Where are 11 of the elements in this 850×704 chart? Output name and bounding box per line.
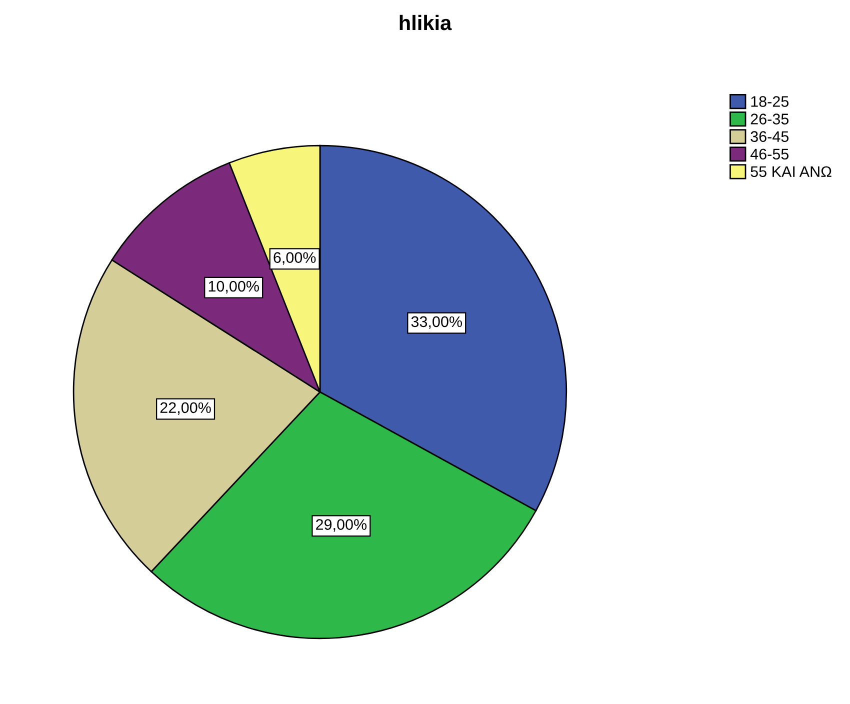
legend-label: 36-45	[750, 131, 789, 142]
data-label: 6,00%	[274, 252, 316, 265]
data-label: 29,00%	[316, 519, 367, 532]
legend-label: 18-25	[751, 96, 789, 107]
data-label: 33,00%	[411, 316, 462, 329]
chart-title: hlikia	[400, 14, 452, 30]
data-label: 10,00%	[208, 280, 259, 294]
legend-label: 26-35	[750, 114, 789, 124]
legend-label: 55 ΚΑΙ ΑΝΩ	[750, 166, 832, 178]
data-label: 22,00%	[160, 402, 211, 415]
legend-label: 46-55	[750, 148, 789, 160]
